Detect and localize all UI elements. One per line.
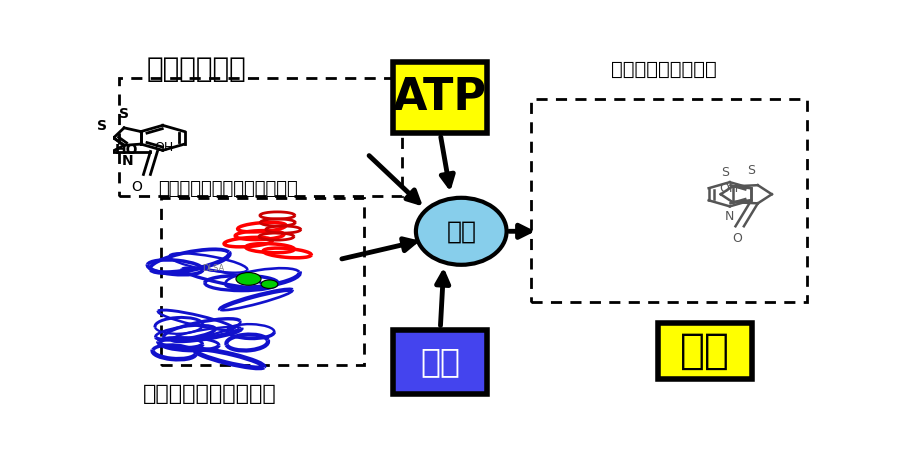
Text: N: N	[122, 154, 133, 168]
FancyBboxPatch shape	[393, 330, 488, 393]
Circle shape	[236, 273, 261, 285]
Text: S: S	[96, 119, 106, 133]
Text: OH: OH	[719, 182, 738, 195]
Bar	[531, 99, 806, 302]
Text: 酸素: 酸素	[420, 345, 460, 378]
Bar	[120, 78, 402, 196]
Text: ルシフェリン: ルシフェリン	[147, 55, 246, 83]
Text: OH: OH	[154, 142, 173, 154]
Text: N: N	[724, 210, 733, 223]
Text: 反応: 反応	[446, 219, 476, 243]
Text: O: O	[732, 232, 742, 245]
Bar	[161, 198, 364, 365]
FancyBboxPatch shape	[393, 62, 488, 132]
Text: 発光: 発光	[680, 330, 731, 372]
FancyBboxPatch shape	[658, 323, 752, 379]
Text: ATP: ATP	[393, 76, 488, 119]
Text: 色によって構造が違う: 色によって構造が違う	[143, 383, 277, 403]
Text: ルシフェラーゼ（発光酵素）: ルシフェラーゼ（発光酵素）	[158, 180, 298, 198]
Text: HO: HO	[115, 143, 139, 158]
Circle shape	[261, 280, 278, 289]
Ellipse shape	[416, 198, 507, 265]
Text: O: O	[131, 180, 142, 194]
Text: DLSA: DLSA	[202, 264, 225, 273]
Text: S: S	[119, 107, 129, 121]
Text: S: S	[722, 166, 730, 179]
Text: オキシルシフェリン: オキシルシフェリン	[610, 60, 716, 79]
Text: S: S	[747, 164, 755, 177]
